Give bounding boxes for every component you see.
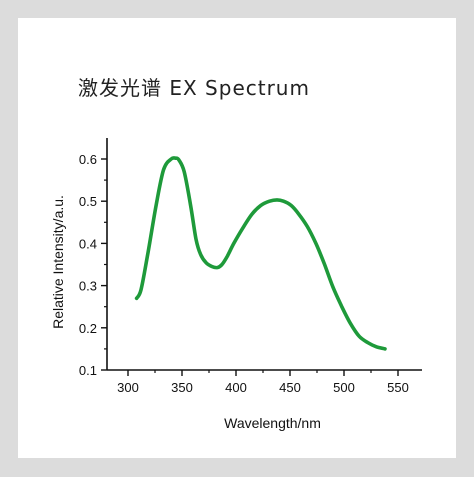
x-tick-label: 300 [117, 380, 139, 395]
chart-title: 激发光谱 EX Spectrum [78, 76, 310, 100]
y-tick-label: 0.4 [79, 236, 97, 251]
x-ticks: 300 350 400 450 500 550 [117, 370, 409, 395]
y-ticks: 0.1 0.2 0.3 0.4 0.5 0.6 [79, 152, 107, 378]
x-tick-label: 350 [171, 380, 193, 395]
y-axis-label: Relative Intensity/a.u. [50, 195, 66, 329]
x-tick-label: 550 [387, 380, 409, 395]
series-line-ex-spectrum [134, 156, 387, 351]
y-tick-label: 0.2 [79, 321, 97, 336]
y-tick-label: 0.1 [79, 363, 97, 378]
x-axis-label: Wavelength/nm [224, 415, 321, 431]
y-tick-label: 0.6 [79, 152, 97, 167]
axes [106, 138, 422, 371]
y-tick-label: 0.3 [79, 279, 97, 294]
x-tick-label: 450 [279, 380, 301, 395]
x-tick-label: 500 [333, 380, 355, 395]
x-tick-label: 400 [225, 380, 247, 395]
y-tick-label: 0.5 [79, 194, 97, 209]
